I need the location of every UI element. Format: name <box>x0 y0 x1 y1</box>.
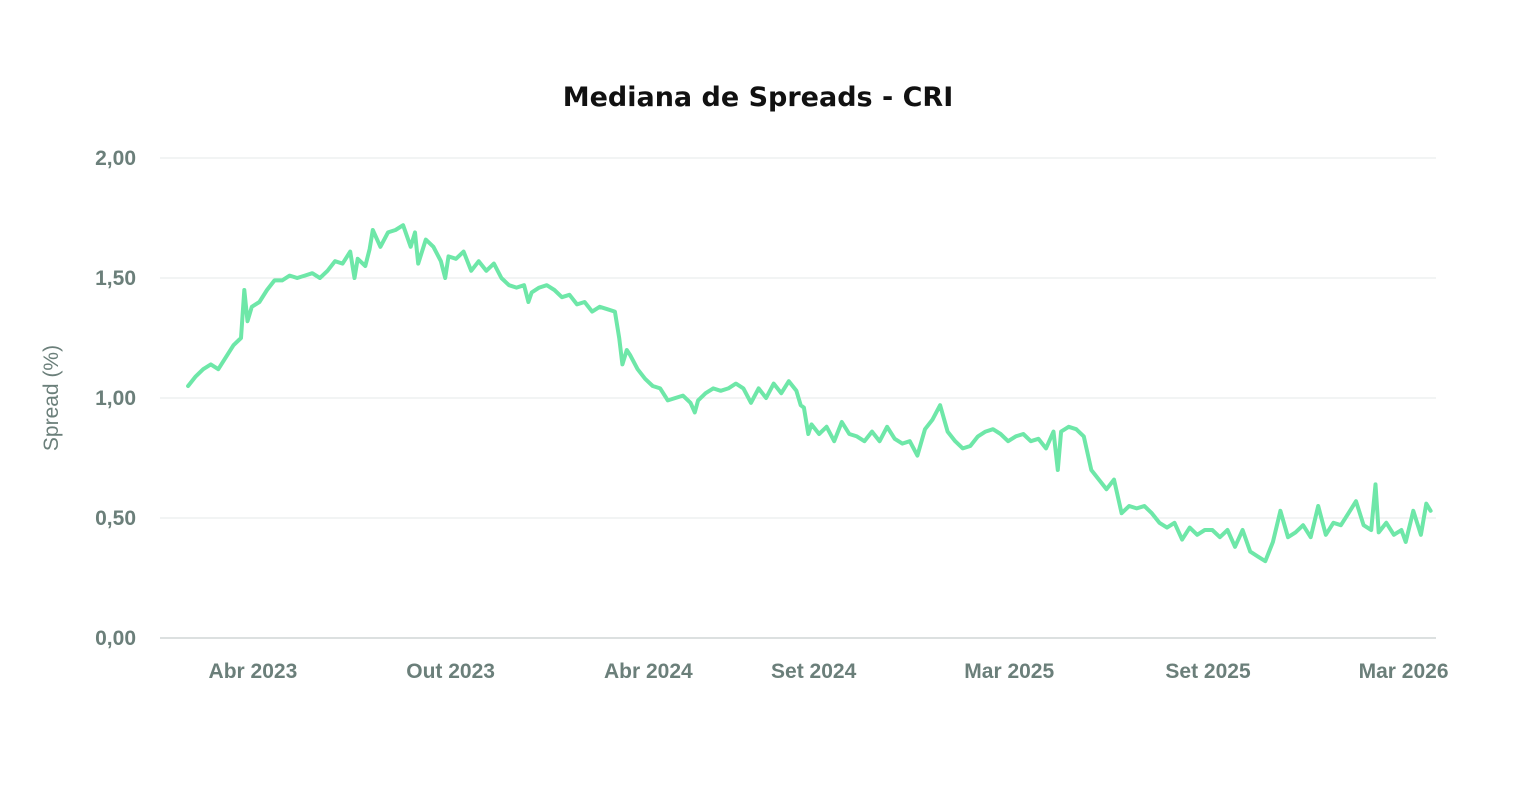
series-line <box>186 223 1433 564</box>
y-tick-label: 1,50 <box>95 267 136 290</box>
x-tick-label: Mar 2025 <box>964 660 1054 683</box>
x-ticks: Abr 2023 Out 2023 Abr 2024 Set 2024 Mar 2025… <box>209 660 1449 683</box>
y-tick-label: 1,00 <box>95 387 136 410</box>
x-tick-label: Mar 2026 <box>1359 660 1449 683</box>
y-tick-label: 2,00 <box>95 147 136 170</box>
x-tick-label: Out 2023 <box>406 660 495 683</box>
x-tick-label: Set 2024 <box>771 660 857 683</box>
series-layer <box>186 223 1433 564</box>
x-tick-label: Abr 2024 <box>604 660 693 683</box>
y-ticks: 0,00 0,50 1,00 1,50 2,00 <box>95 147 136 650</box>
y-tick-label: 0,50 <box>95 507 136 530</box>
x-tick-label: Set 2025 <box>1165 660 1251 683</box>
y-tick-label: 0,00 <box>95 627 136 650</box>
chart-title: Mediana de Spreads - CRI <box>562 82 954 113</box>
x-tick-label: Abr 2023 <box>209 660 298 683</box>
